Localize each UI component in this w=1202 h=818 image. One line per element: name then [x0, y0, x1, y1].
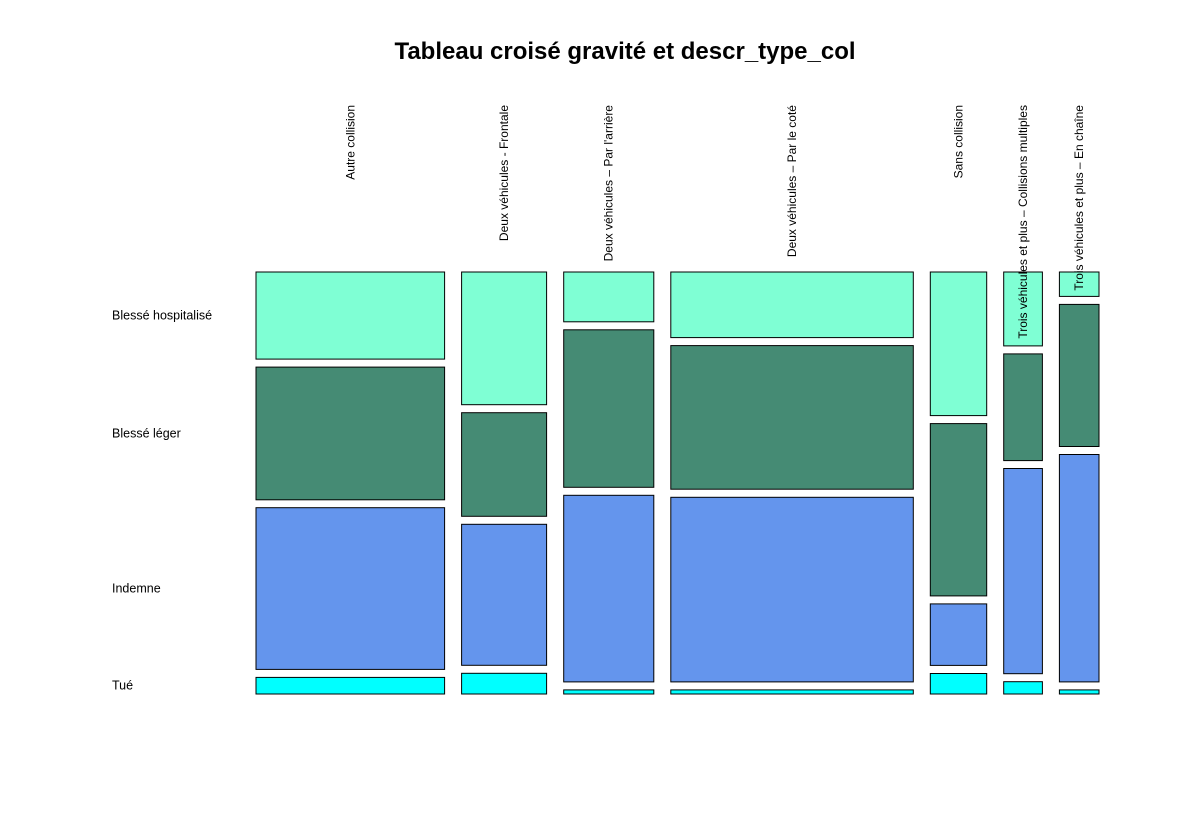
column-label-deux-vehicules-par-l-arriere: Deux véhicules – Par l'arrière: [602, 105, 616, 262]
row-labels: Blessé hospitalisé Blessé léger Indemne Tué: [112, 309, 212, 693]
tile-deux-vehicules-par-l-arriere-indemne: [563, 494, 655, 683]
column-label-deux-vehicules-par-le-cote: Deux véhicules – Par le coté: [785, 105, 799, 257]
tile-deux-vehicules-frontale-indemne: [461, 523, 548, 666]
tile-deux-vehicules-par-le-cote-blesse-hospitalise: [670, 271, 914, 339]
tile-deux-vehicules-frontale-tue: [461, 672, 548, 695]
tile-trois-vehicules-et-plus-en-chaine-blesse-leger: [1058, 303, 1100, 447]
tile-trois-vehicules-et-plus-collisions-multiples-tue: [1003, 681, 1043, 695]
row-label-tue: Tué: [112, 679, 133, 693]
column-labels: Autre collision Deux véhicules - Frontale…: [343, 105, 1086, 339]
tile-trois-vehicules-et-plus-collisions-multiples-indemne: [1003, 468, 1043, 675]
tile-trois-vehicules-et-plus-en-chaine-blesse-hospitalise: [1058, 271, 1100, 297]
tile-trois-vehicules-et-plus-en-chaine-indemne: [1058, 454, 1100, 683]
tile-trois-vehicules-et-plus-collisions-multiples-blesse-leger: [1003, 353, 1043, 462]
row-label-blesse-hospitalise: Blessé hospitalisé: [112, 309, 212, 323]
chart-title: Tableau croisé gravité et descr_type_col: [394, 38, 855, 65]
column-label-trois-vehicules-et-plus-collisions-multiples: Trois véhicules et plus – Collisions mul…: [1016, 105, 1030, 339]
tile-deux-vehicules-par-le-cote-tue: [670, 689, 914, 695]
tile-trois-vehicules-et-plus-collisions-multiples-blesse-hospitalise: [1003, 271, 1043, 347]
tile-deux-vehicules-par-l-arriere-blesse-leger: [563, 329, 655, 488]
tile-autre-collision-tue: [255, 676, 446, 695]
tile-deux-vehicules-frontale-blesse-hospitalise: [461, 271, 548, 406]
tile-deux-vehicules-frontale-blesse-leger: [461, 412, 548, 517]
tile-autre-collision-blesse-hospitalise: [255, 271, 446, 360]
row-label-blesse-leger: Blessé léger: [112, 426, 181, 440]
tile-sans-collision-indemne: [929, 603, 988, 666]
tile-sans-collision-tue: [929, 673, 988, 695]
column-label-deux-vehicules-frontale: Deux véhicules - Frontale: [497, 105, 511, 241]
column-label-sans-collision: Sans collision: [952, 105, 966, 178]
tile-trois-vehicules-et-plus-en-chaine-tue: [1058, 689, 1100, 695]
mosaic-tiles: [255, 271, 1100, 695]
tile-sans-collision-blesse-leger: [929, 423, 988, 597]
tile-autre-collision-indemne: [255, 507, 446, 670]
tile-deux-vehicules-par-le-cote-blesse-leger: [670, 345, 914, 490]
tile-deux-vehicules-par-l-arriere-blesse-hospitalise: [563, 271, 655, 323]
column-label-autre-collision: Autre collision: [343, 105, 357, 180]
row-label-indemne: Indemne: [112, 582, 161, 596]
tile-sans-collision-blesse-hospitalise: [929, 271, 988, 417]
tile-deux-vehicules-par-l-arriere-tue: [563, 689, 655, 695]
tile-deux-vehicules-par-le-cote-indemne: [670, 496, 914, 683]
tile-autre-collision-blesse-leger: [255, 366, 446, 501]
column-label-trois-vehicules-et-plus-en-chaine: Trois véhicules et plus – En chaîne: [1072, 105, 1086, 291]
